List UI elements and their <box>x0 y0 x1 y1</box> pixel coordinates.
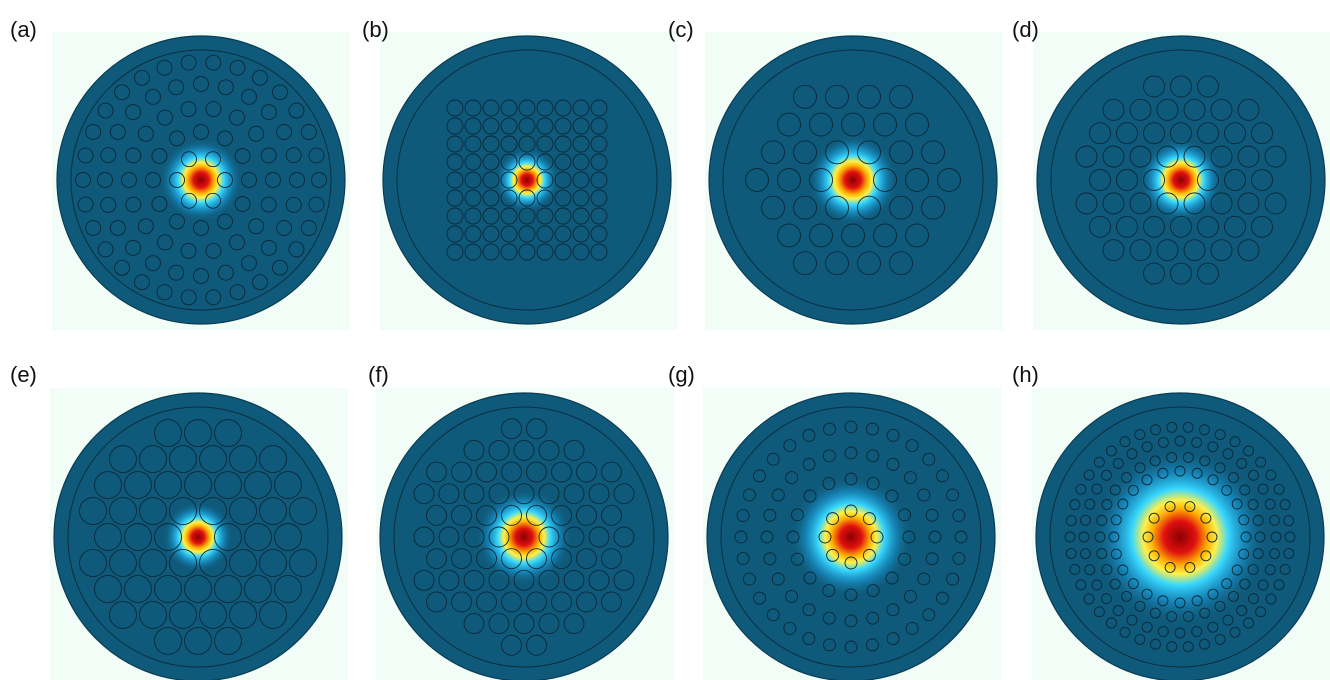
mode-field <box>790 476 912 598</box>
panel-label: (a) <box>10 17 37 42</box>
mode-field <box>163 502 233 572</box>
mode-field <box>808 135 898 225</box>
figure: (a) (b) (c) (d) (e) (f) (g) (h) <box>0 0 1330 680</box>
panel-label: (f) <box>368 362 389 387</box>
panel-label: (g) <box>668 362 695 387</box>
panel: (h) <box>1012 362 1330 680</box>
panel: (e) <box>10 362 348 680</box>
panel: (a) <box>10 17 350 330</box>
mode-field <box>159 138 242 221</box>
panel: (g) <box>668 362 1001 680</box>
mode-field <box>495 148 559 212</box>
panel-label: (e) <box>10 362 37 387</box>
mode-field <box>1092 449 1268 625</box>
panel: (f) <box>368 362 674 680</box>
panel: (b) <box>362 17 678 330</box>
panel-label: (d) <box>1012 17 1039 42</box>
panel-label: (h) <box>1012 362 1039 387</box>
panel: (c) <box>668 17 1003 330</box>
panel-label: (c) <box>668 17 694 42</box>
panel-label: (b) <box>362 17 389 42</box>
mode-field <box>1139 138 1222 221</box>
panel: (d) <box>1012 17 1330 330</box>
